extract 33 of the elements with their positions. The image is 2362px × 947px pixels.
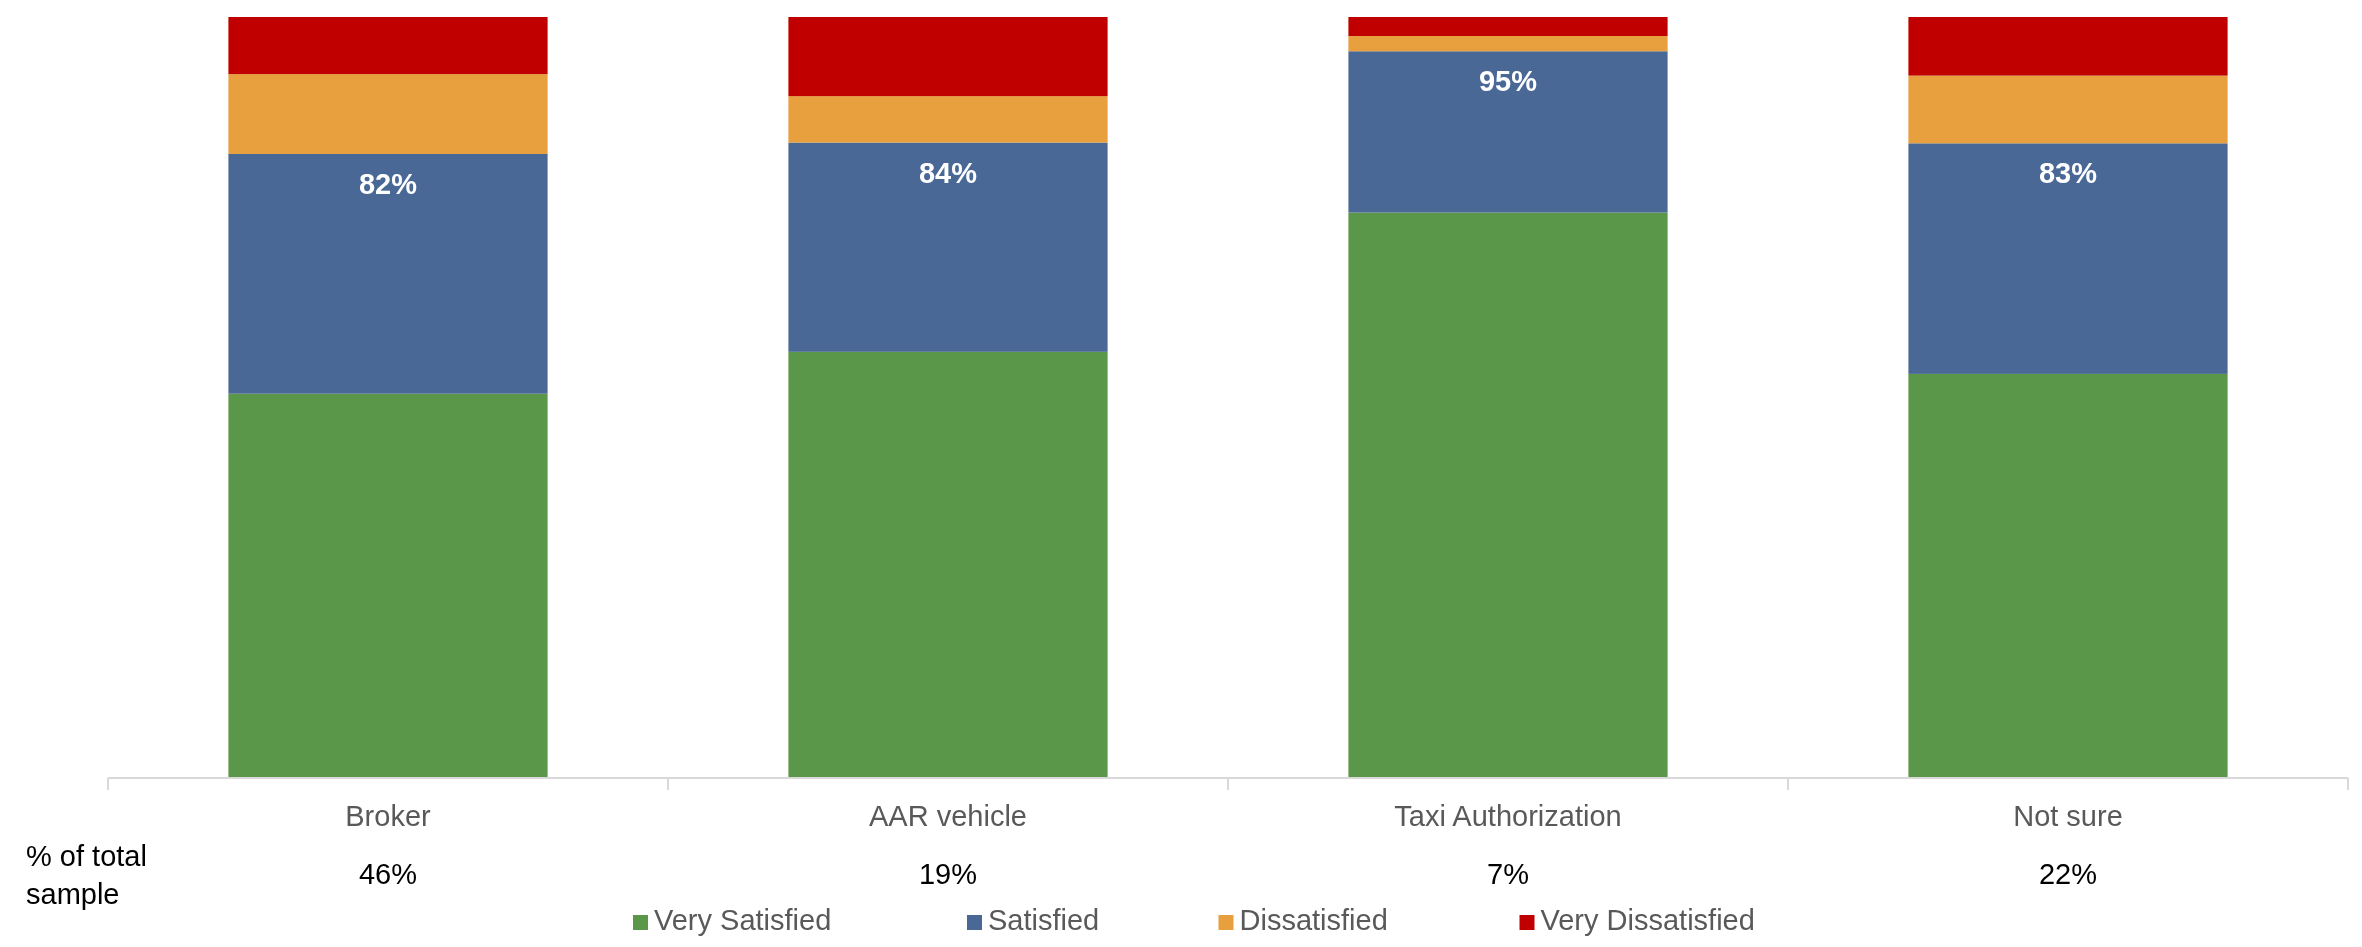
bar xyxy=(228,74,548,154)
legend-label: Very Satisfied xyxy=(654,904,832,936)
text: 7% xyxy=(1487,858,1529,890)
legend-label: Dissatisfied xyxy=(1239,904,1388,936)
bar xyxy=(1348,51,1668,213)
text: % of total sample xyxy=(26,840,147,910)
legend-label: Very Dissatisfied xyxy=(1540,904,1755,936)
bar xyxy=(1908,75,2228,144)
bar xyxy=(1348,36,1668,52)
text: 19% xyxy=(918,858,978,890)
bar xyxy=(788,142,1108,352)
x-tick-label: Not sure xyxy=(2013,800,2123,832)
legend-label: Satisfied xyxy=(988,904,1100,936)
bar xyxy=(228,153,548,394)
bar xyxy=(1348,212,1668,778)
bar xyxy=(788,96,1108,143)
annotation: 83% xyxy=(2038,157,2098,190)
bar xyxy=(1908,373,2228,778)
bar xyxy=(228,393,548,778)
x-tick-label: Taxi Authorization xyxy=(1394,800,1622,832)
bar xyxy=(1908,17,2228,76)
x-tick-label: Broker xyxy=(345,800,432,832)
bar xyxy=(788,17,1108,97)
bar xyxy=(228,17,548,75)
bar xyxy=(1908,143,2228,374)
annotation: 82% xyxy=(358,167,418,200)
annotation: 84% xyxy=(918,156,978,189)
text: 46% xyxy=(358,858,418,890)
text: 22% xyxy=(2038,858,2098,890)
bar xyxy=(1348,17,1668,37)
bar xyxy=(788,351,1108,778)
x-tick-label: AAR vehicle xyxy=(869,800,1027,832)
annotation: 95% xyxy=(1478,65,1538,98)
